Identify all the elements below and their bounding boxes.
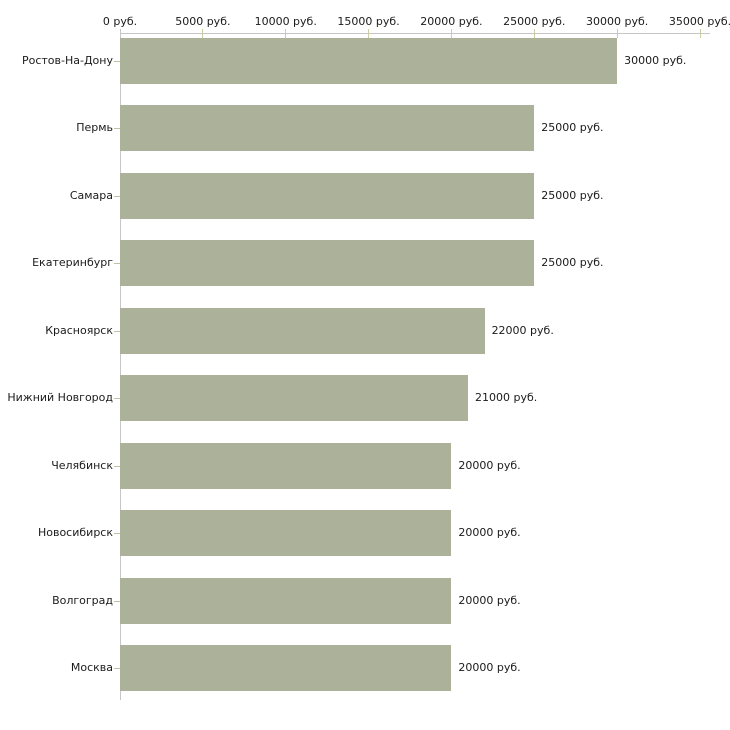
y-axis-line <box>120 29 121 700</box>
category-label: Самара <box>69 188 113 202</box>
x-tick-label: 0 руб. <box>102 15 138 28</box>
bar-value-label: 20000 руб. <box>458 526 521 539</box>
category-tick-mark <box>114 330 120 332</box>
category-label: Челябинск <box>51 458 113 472</box>
category-label: Нижний Новгород <box>7 391 113 404</box>
bar-value-label: 20000 руб. <box>458 593 521 607</box>
x-tick-mark <box>285 29 287 38</box>
x-tick-mark <box>202 29 204 38</box>
bar-value-label: 20000 руб. <box>458 458 521 472</box>
bar <box>120 645 452 691</box>
category-tick-mark <box>114 533 120 534</box>
x-tick-mark <box>616 29 618 38</box>
bar <box>120 240 535 286</box>
x-tick-mark <box>533 29 535 38</box>
category-label: Москва <box>70 661 113 674</box>
category-tick-mark <box>114 600 120 602</box>
bar <box>120 577 452 624</box>
bar-value-label: 25000 руб. <box>541 188 604 202</box>
x-tick-mark <box>450 29 452 38</box>
category-label: Ростов-На-Дону <box>21 53 113 67</box>
category-tick-mark <box>114 465 120 467</box>
x-tick-mark <box>699 29 701 38</box>
bar-value-label: 22000 руб. <box>491 323 554 337</box>
x-tick-label: 5000 руб. <box>175 15 231 28</box>
category-tick-mark <box>114 398 120 399</box>
category-label: Пермь <box>76 121 113 134</box>
bar-value-label: 20000 руб. <box>458 661 521 674</box>
bar <box>120 105 535 151</box>
x-tick-label: 10000 руб. <box>254 15 317 28</box>
x-axis-line <box>120 33 710 34</box>
bar-value-label: 25000 руб. <box>541 256 604 269</box>
category-tick-mark <box>114 60 120 62</box>
bar <box>120 510 452 556</box>
x-tick-label: 30000 руб. <box>586 15 649 28</box>
x-tick-label: 35000 руб. <box>668 15 730 28</box>
category-tick-mark <box>114 263 120 264</box>
x-tick-mark <box>368 29 370 38</box>
x-tick-label: 25000 руб. <box>503 15 566 28</box>
category-tick-mark <box>114 128 120 129</box>
bar <box>120 375 468 421</box>
category-tick-mark <box>114 195 120 197</box>
x-tick-label: 20000 руб. <box>420 15 483 28</box>
category-tick-mark <box>114 668 120 669</box>
bar-value-label: 30000 руб. <box>624 53 687 67</box>
bar <box>120 442 452 489</box>
bar-value-label: 21000 руб. <box>475 391 538 404</box>
bar <box>120 307 485 354</box>
category-label: Новосибирск <box>37 526 113 539</box>
bar <box>120 37 618 84</box>
category-label: Красноярск <box>45 323 113 337</box>
bar <box>120 172 535 219</box>
x-tick-label: 15000 руб. <box>337 15 400 28</box>
category-label: Волгоград <box>52 593 113 607</box>
category-label: Екатеринбург <box>32 256 113 269</box>
bar-value-label: 25000 руб. <box>541 121 604 134</box>
